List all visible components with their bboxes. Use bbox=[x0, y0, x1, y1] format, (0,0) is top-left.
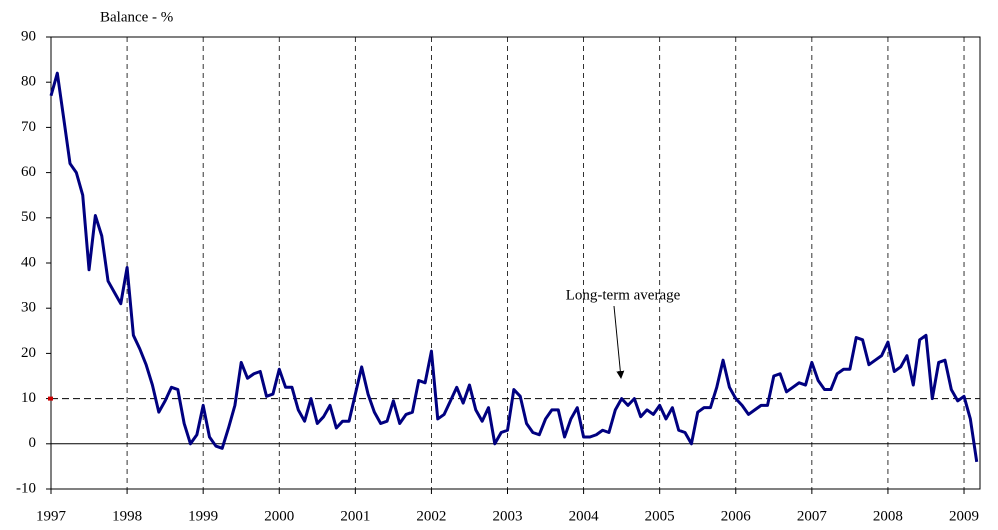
x-tick-label: 2007 bbox=[797, 508, 828, 524]
y-tick-label: 0 bbox=[29, 435, 37, 451]
annotation-arrow bbox=[613, 305, 625, 379]
x-tick-label: 1999 bbox=[188, 508, 218, 524]
y-tick-label: 90 bbox=[21, 28, 36, 44]
x-tick-label: 2000 bbox=[264, 508, 294, 524]
x-tick-label: 2006 bbox=[721, 508, 752, 524]
x-tick-label: 2003 bbox=[493, 508, 523, 524]
x-tick-label: 2008 bbox=[873, 508, 903, 524]
y-tick-label: 20 bbox=[21, 345, 36, 361]
x-tick-label: 2002 bbox=[416, 508, 446, 524]
y-tick-label: 50 bbox=[21, 209, 36, 225]
x-tick-label: 2001 bbox=[340, 508, 370, 524]
x-tick-label: 1998 bbox=[112, 508, 142, 524]
y-tick-label: 70 bbox=[21, 119, 36, 135]
average-marker bbox=[48, 396, 53, 401]
y-tick-label: 10 bbox=[21, 390, 36, 406]
y-tick-label: 60 bbox=[21, 164, 36, 180]
y-tick-label: -10 bbox=[16, 480, 36, 496]
x-tick-label: 2009 bbox=[949, 508, 979, 524]
annotation: Long-term average bbox=[566, 287, 681, 303]
y-tick-label: 40 bbox=[21, 254, 36, 270]
x-tick-label: 2004 bbox=[569, 508, 600, 524]
y-tick-label: 80 bbox=[21, 74, 36, 90]
x-tick-label: 1997 bbox=[36, 508, 67, 524]
y-tick-label: 30 bbox=[21, 300, 36, 316]
data-line bbox=[49, 71, 979, 463]
plot-frame bbox=[50, 36, 981, 490]
x-tick-label: 2005 bbox=[645, 508, 675, 524]
y-axis-label: Balance - % bbox=[100, 9, 173, 25]
